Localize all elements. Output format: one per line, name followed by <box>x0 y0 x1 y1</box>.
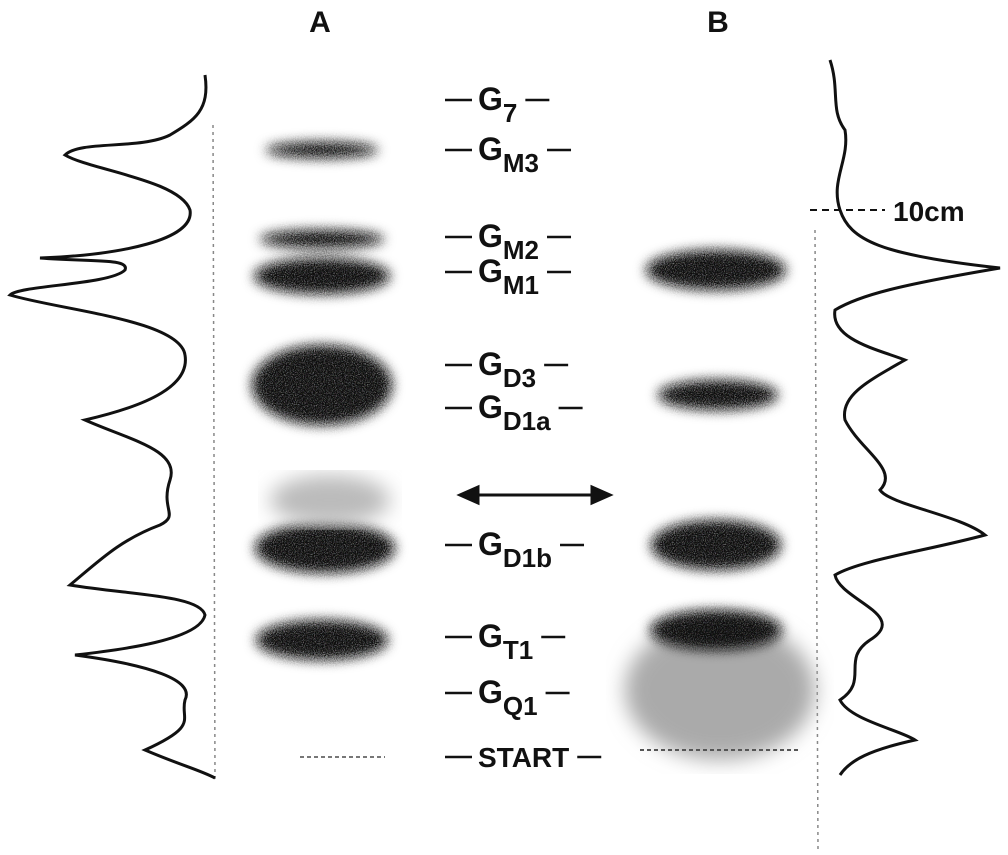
band-base: G <box>478 131 503 167</box>
band-base: G <box>478 618 503 654</box>
lane-edge <box>814 229 819 851</box>
spot <box>646 250 786 290</box>
band-base: G <box>478 526 503 562</box>
scale-label: 10cm <box>893 196 965 227</box>
band-subscript: T1 <box>503 635 533 665</box>
band-subscript: D3 <box>503 363 536 393</box>
band-subscript: M1 <box>503 270 539 300</box>
spot <box>252 345 392 425</box>
spot <box>658 380 778 410</box>
band-subscript: M3 <box>503 148 539 178</box>
spot <box>255 523 395 573</box>
spot <box>254 258 390 294</box>
band-subscript: D1b <box>503 543 552 573</box>
lane-titles: A B <box>309 6 729 39</box>
band-base: G <box>478 346 503 382</box>
band-label: START <box>478 742 569 773</box>
band-subscript: 7 <box>503 98 517 128</box>
spot <box>651 520 781 570</box>
band-label: GQ1 <box>478 674 538 721</box>
smear <box>270 475 390 525</box>
spot <box>650 610 782 650</box>
smear <box>625 620 815 760</box>
band-label: GD1b <box>478 526 552 573</box>
band-label: GM3 <box>478 131 539 178</box>
band-base: G <box>478 389 503 425</box>
spot <box>266 142 378 158</box>
band-label: GD1a <box>478 389 551 436</box>
trace-b <box>828 59 1001 776</box>
band-label: G7 <box>478 81 517 128</box>
lane-title: A <box>309 6 331 39</box>
band-base: G <box>478 218 503 254</box>
band-subscript: D1a <box>503 406 551 436</box>
band-base: G <box>478 253 503 289</box>
band-subscript: M2 <box>503 235 539 265</box>
band-base: G <box>478 674 503 710</box>
lane-b-spots <box>646 250 786 650</box>
spot <box>260 230 384 248</box>
band-label: GD3 <box>478 346 536 393</box>
lane-title: B <box>707 6 729 39</box>
band-label: GM1 <box>478 253 539 300</box>
band-base: G <box>478 81 503 117</box>
band-label: GT1 <box>478 618 533 665</box>
band-base: START <box>478 742 569 773</box>
double-arrow <box>456 484 614 506</box>
spot <box>256 620 388 660</box>
band-label: GM2 <box>478 218 539 265</box>
trace-a <box>7 74 216 780</box>
band-subscript: Q1 <box>503 691 538 721</box>
lane-edge <box>212 124 216 781</box>
lane-a-spots <box>252 142 395 660</box>
